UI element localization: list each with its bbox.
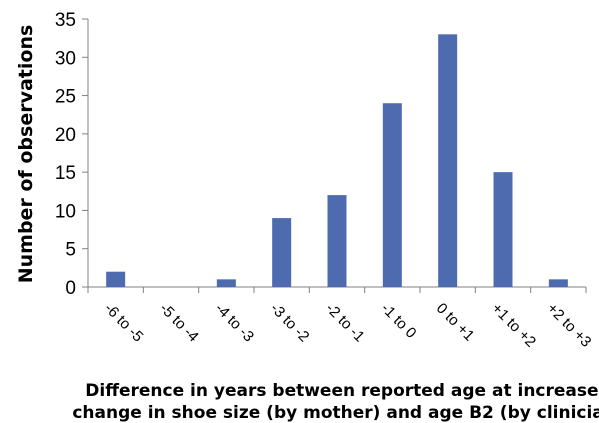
- bar: [106, 271, 126, 287]
- bar: [493, 172, 513, 287]
- y-tick-label: 10: [55, 201, 76, 222]
- x-tick-label: -5 to -4: [156, 300, 202, 346]
- x-axis-title-line-2: change in shoe size (by mother) and age …: [72, 403, 599, 423]
- bar: [438, 34, 458, 287]
- y-tick-label: 20: [55, 125, 76, 146]
- y-tick-label: 25: [55, 87, 76, 108]
- x-tick-label: -6 to -5: [101, 300, 147, 346]
- x-axis-title-line-1: Difference in years between reported age…: [85, 381, 599, 401]
- bar: [272, 218, 292, 287]
- y-tick-label: 30: [55, 48, 76, 69]
- x-tick-label: +2 to +3: [544, 300, 595, 351]
- x-tick-label: 0 to +1: [433, 300, 478, 345]
- x-tick-label: -4 to -3: [212, 300, 258, 346]
- x-tick-label: -3 to -2: [267, 300, 313, 346]
- y-tick-label: 5: [65, 240, 76, 261]
- plot-area: 0 5 10 15 20 25 30 35 -6 to -5 -5 to -4 -4 to -3 -3…: [55, 10, 595, 351]
- bar: [216, 279, 236, 287]
- bar: [382, 103, 402, 287]
- y-axis-title: Number of observations: [15, 25, 37, 284]
- x-tick-label: -2 to -1: [322, 300, 368, 346]
- y-tick-label: 35: [55, 10, 76, 31]
- y-tick-label: 0: [65, 278, 76, 299]
- bar: [327, 195, 347, 287]
- y-tick-label: 15: [55, 163, 76, 184]
- bar: [548, 279, 568, 287]
- x-tick-label: +1 to +2: [488, 300, 539, 351]
- x-tick-label: -1 to 0: [378, 300, 420, 342]
